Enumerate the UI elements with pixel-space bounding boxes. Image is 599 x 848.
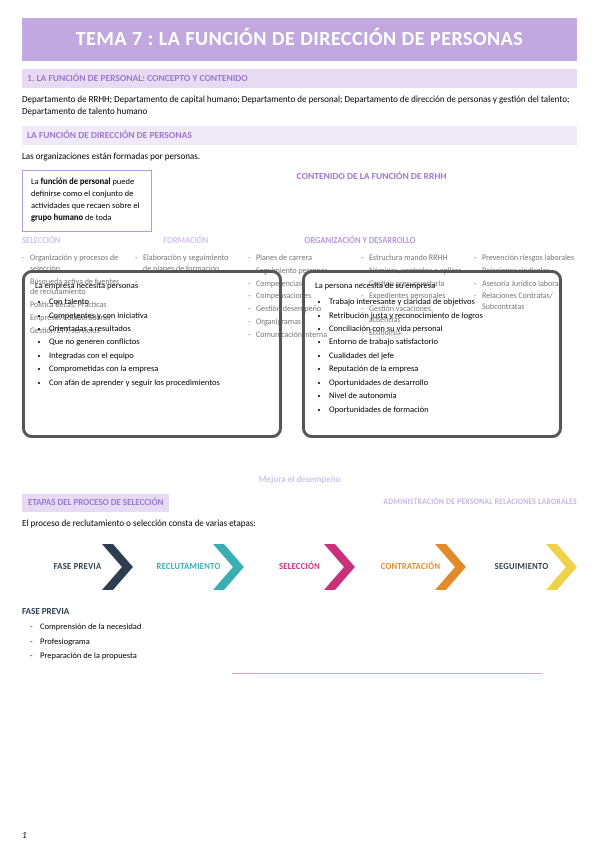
col-b: FORMACIÓN bbox=[163, 236, 294, 247]
chev-reclutamiento: RECLUTAMIENTO bbox=[133, 544, 244, 590]
chev-fase-previa: FASE PREVIA bbox=[22, 544, 133, 590]
etapas-right-labels: ADMINISTRACIÓN DE PERSONAL RELACIONES LA… bbox=[383, 498, 577, 508]
list-item: Prevención riesgos laborales bbox=[482, 253, 577, 264]
page-number: 1 bbox=[22, 830, 27, 842]
list-item: Orientadas a resultados bbox=[49, 324, 269, 335]
list-item: Conciliación con su vida personal bbox=[329, 324, 549, 335]
list-item: Profesiograma bbox=[40, 637, 577, 648]
etapas-intro: El proceso de reclutamiento o selección … bbox=[22, 518, 577, 530]
list-item: Nivel de autonomía bbox=[329, 391, 549, 402]
list-item: Oportunidades de desarrollo bbox=[329, 378, 549, 389]
section-1-heading: 1. LA FUNCIÓN DE PERSONAL: CONCEPTO Y CO… bbox=[22, 69, 577, 88]
content-area: SELECCIÓN FORMACIÓN ORGANIZACIÓN Y DESAR… bbox=[22, 236, 577, 466]
list-item: Integradas con el equipo bbox=[49, 351, 269, 362]
col-d bbox=[446, 236, 577, 247]
etapas-bar: ETAPAS DEL PROCESO DE SELECCIÓN ADMINIST… bbox=[22, 494, 577, 512]
list-item: Trabajo interesante y claridad de objeti… bbox=[329, 297, 549, 308]
col-a: SELECCIÓN bbox=[22, 236, 153, 247]
content-header: CONTENIDO DE LA FUNCIÓN DE RRHH bbox=[166, 170, 577, 183]
list-item: Estructura mando RRHH bbox=[369, 253, 464, 264]
list-item: Preparación de la propuesta bbox=[40, 651, 577, 662]
mejora-label: Mejora el desempeño bbox=[22, 474, 577, 486]
list-item: Planes de carrera bbox=[256, 253, 351, 264]
list-item: Retribución justa y reconocimiento de lo… bbox=[329, 311, 549, 322]
dark-box-persona: La persona necesita de su empresa Trabaj… bbox=[302, 270, 562, 438]
chev-seleccion: SELECCIÓN bbox=[244, 544, 355, 590]
chev-contratacion: CONTRATACIÓN bbox=[355, 544, 466, 590]
section-1-intro: Departamento de RRHH; Departamento de ca… bbox=[22, 94, 577, 118]
list-item: Con talento bbox=[49, 297, 269, 308]
list-item: Oportunidades de formación bbox=[329, 405, 549, 416]
list-item: Comprensión de la necesidad bbox=[40, 622, 577, 633]
section-2-intro: Las organizaciones están formadas por pe… bbox=[22, 151, 577, 163]
definition-box: La función de personal puede definirse c… bbox=[22, 170, 152, 232]
fase-previa-list: Comprensión de la necesidad Profesiograma… bbox=[40, 622, 577, 662]
process-chevrons: FASE PREVIA RECLUTAMIENTO SELECCIÓN CONT… bbox=[22, 544, 577, 590]
list-item: Comprometidas con la empresa bbox=[49, 364, 269, 375]
list-item: Reputación de la empresa bbox=[329, 364, 549, 375]
fase-previa-heading: FASE PREVIA bbox=[22, 606, 577, 618]
dark-box-empresa: La empresa necesita personas Con talento… bbox=[22, 270, 282, 438]
chev-seguimiento: SEGUIMIENTO bbox=[466, 544, 577, 590]
section-2-heading: LA FUNCIÓN DE DIRECCIÓN DE PERSONAS bbox=[22, 126, 577, 145]
list-item: Entorno de trabajo satisfactorio bbox=[329, 337, 549, 348]
list-item: Que no generen conflictos bbox=[49, 337, 269, 348]
dark-box-right-header: La persona necesita de su empresa bbox=[315, 281, 549, 292]
col-c: ORGANIZACIÓN Y DESARROLLO bbox=[305, 236, 436, 247]
dark-box-left-header: La empresa necesita personas bbox=[35, 281, 269, 292]
pink-divider bbox=[232, 673, 542, 674]
doc-title: TEMA 7 : LA FUNCIÓN DE DIRECCIÓN DE PERS… bbox=[22, 18, 577, 61]
list-item: Cualidades del jefe bbox=[329, 351, 549, 362]
etapas-heading: ETAPAS DEL PROCESO DE SELECCIÓN bbox=[22, 494, 169, 512]
list-item: Competentes y con iniciativa bbox=[49, 311, 269, 322]
four-col-head: SELECCIÓN FORMACIÓN ORGANIZACIÓN Y DESAR… bbox=[22, 236, 577, 247]
list-item: Con afán de aprender y seguir los proced… bbox=[49, 378, 269, 389]
